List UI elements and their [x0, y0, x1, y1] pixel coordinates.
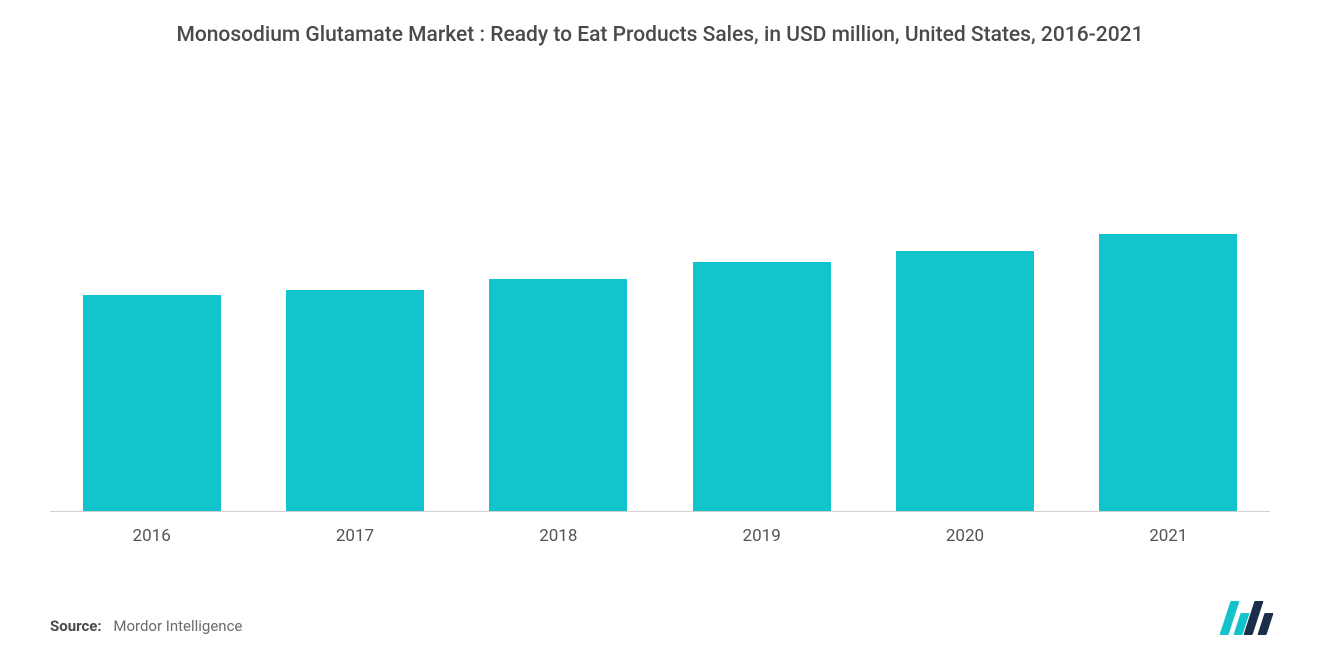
chart-title: Monosodium Glutamate Market : Ready to E… [50, 20, 1270, 58]
bar [896, 251, 1034, 511]
footer: Source: Mordor Intelligence [50, 546, 1270, 635]
x-tick-label: 2017 [253, 526, 456, 546]
bar-slot [50, 68, 253, 511]
plot-region [50, 68, 1270, 512]
source-citation: Source: Mordor Intelligence [50, 617, 242, 635]
source-text: Mordor Intelligence [113, 617, 242, 635]
source-label: Source: [50, 617, 102, 635]
x-tick-label: 2021 [1067, 526, 1270, 546]
bar [1099, 234, 1237, 511]
bar-slot [660, 68, 863, 511]
bar-slot [457, 68, 660, 511]
x-tick-label: 2018 [457, 526, 660, 546]
brand-logo [1225, 601, 1270, 635]
x-tick-label: 2020 [863, 526, 1066, 546]
bars-container [50, 68, 1270, 511]
x-tick-label: 2016 [50, 526, 253, 546]
bar [693, 262, 831, 511]
bar [286, 290, 424, 511]
bar-slot [1067, 68, 1270, 511]
x-tick-label: 2019 [660, 526, 863, 546]
bar [489, 279, 627, 511]
chart-area: 201620172018201920202021 [50, 58, 1270, 546]
logo-stroke [1257, 613, 1273, 635]
bar-slot [253, 68, 456, 511]
bar [83, 295, 221, 511]
x-axis-labels: 201620172018201920202021 [50, 512, 1270, 546]
bar-slot [863, 68, 1066, 511]
